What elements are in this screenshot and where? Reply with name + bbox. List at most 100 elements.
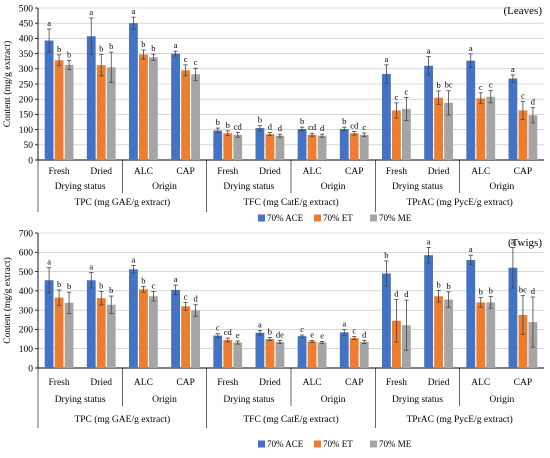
legend-label: 70% ACE (267, 439, 304, 449)
y-tick-label: 600 (19, 249, 34, 259)
y-tick-label: 100 (19, 126, 34, 136)
bar (139, 54, 148, 160)
bar (359, 134, 369, 160)
legend-swatch (370, 214, 377, 222)
significance-letter: d (193, 294, 198, 304)
category-label: Dried (90, 167, 112, 177)
significance-letter: b (300, 116, 304, 126)
significance-letter: a (469, 244, 473, 254)
significance-letter: b (384, 250, 388, 260)
group-label: Drying status (55, 395, 106, 405)
bar (233, 134, 243, 160)
category-label: CAP (176, 167, 194, 177)
y-tick-label: 700 (19, 229, 34, 239)
bar (149, 57, 158, 160)
significance-letter: a (174, 40, 178, 50)
significance-letter: d (320, 123, 325, 133)
significance-letter: b (436, 80, 440, 90)
bar (339, 128, 349, 160)
significance-letter: a (427, 46, 431, 56)
y-tick-label: 200 (19, 326, 34, 336)
bar (466, 260, 476, 368)
group-label: Origin (489, 182, 514, 192)
y-tick-label: 300 (19, 306, 34, 316)
section-label: TFC (mg CatE/g extract) (243, 414, 338, 425)
bar (476, 98, 486, 160)
significance-letter: de (276, 329, 284, 339)
group-label: Drying status (392, 395, 443, 405)
significance-letter: b (226, 120, 230, 130)
section-label: TPC (mg GAE/g extract) (74, 197, 170, 208)
significance-letter: b (268, 327, 272, 337)
bar (508, 78, 518, 160)
bar (297, 128, 307, 160)
significance-letter: c (352, 326, 356, 336)
significance-letter: b (67, 49, 71, 59)
significance-letter: a (258, 319, 262, 329)
significance-letter: c (194, 57, 198, 67)
significance-letter: b (57, 279, 61, 289)
bar (223, 133, 233, 160)
bar (213, 130, 223, 160)
significance-letter: a (47, 257, 51, 267)
significance-letter: c (362, 122, 366, 132)
bar (96, 65, 106, 160)
bar (106, 304, 116, 368)
category-label: ALC (134, 378, 153, 388)
significance-letter: a (511, 236, 515, 246)
significance-letter: b (99, 280, 103, 290)
significance-letter: b (342, 116, 346, 126)
significance-letter: b (141, 39, 145, 49)
category-label: CAP (514, 378, 532, 388)
y-tick-label: 100 (19, 345, 34, 355)
significance-letter: d (531, 97, 536, 107)
significance-letter: e (320, 330, 324, 340)
y-tick-label: 500 (19, 268, 34, 278)
significance-letter: b (216, 117, 220, 127)
significance-letter: b (109, 41, 113, 51)
significance-letter: bc (519, 285, 527, 295)
bar (275, 135, 285, 160)
significance-letter: a (342, 318, 346, 328)
significance-letter: b (109, 285, 113, 295)
bar (317, 135, 327, 160)
bar (486, 96, 496, 160)
significance-letter: e (236, 330, 240, 340)
bar (181, 306, 190, 368)
y-axis-label: Content (mg/g extract) (2, 257, 13, 344)
bar (434, 296, 443, 368)
significance-letter: c (216, 323, 220, 333)
bar (392, 320, 401, 368)
y-tick-label: 450 (19, 20, 34, 30)
group-label: Drying status (223, 395, 274, 405)
bar (382, 273, 391, 368)
category-label: Fresh (217, 167, 238, 177)
significance-letter: a (385, 54, 389, 64)
bar (518, 314, 528, 368)
bar (171, 289, 180, 368)
bar (139, 289, 148, 368)
bar (307, 134, 317, 160)
panel-label: (Leaves) (504, 5, 543, 17)
significance-letter: c (489, 80, 493, 90)
bar (508, 267, 518, 368)
significance-letter: c (184, 291, 188, 301)
bar (349, 133, 359, 160)
y-tick-label: 150 (19, 111, 34, 121)
significance-letter: cd (350, 120, 359, 130)
significance-letter: a (132, 6, 136, 16)
bar (265, 339, 275, 368)
significance-letter: d (404, 289, 409, 299)
significance-letter: a (469, 43, 473, 53)
category-label: Fresh (386, 167, 407, 177)
bar (339, 332, 349, 368)
bar (265, 134, 275, 160)
group-label: Origin (321, 395, 346, 405)
bar (466, 60, 476, 161)
bar (129, 269, 138, 368)
category-label: CAP (176, 378, 194, 388)
significance-letter: d (394, 289, 399, 299)
bar (233, 342, 243, 368)
significance-letter: c (405, 86, 409, 96)
bar (129, 23, 138, 161)
